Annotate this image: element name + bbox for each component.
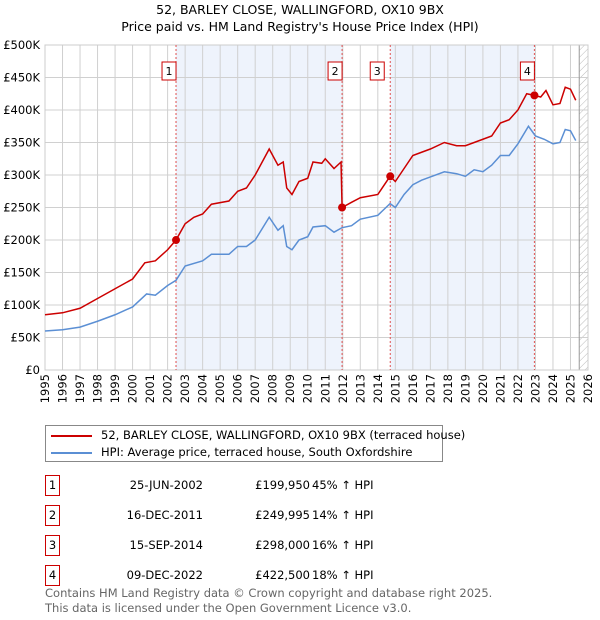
sale-row: 2 16-DEC-2011 £249,995 14% ↑ HPI bbox=[45, 505, 465, 526]
y-tick-label: £400K bbox=[3, 103, 40, 117]
sale-marker-badge: 2 bbox=[45, 505, 60, 526]
x-tick-label: 2003 bbox=[178, 374, 192, 403]
chart-subtitle: Price paid vs. HM Land Registry's House … bbox=[121, 19, 479, 34]
sale-hpi-diff: 16% ↑ HPI bbox=[312, 538, 374, 552]
sale-marker-badge: 3 bbox=[45, 535, 60, 556]
y-tick-label: £500K bbox=[3, 38, 40, 52]
sale-row: 1 25-JUN-2002 £199,950 45% ↑ HPI bbox=[45, 475, 465, 496]
sale-price: £199,950 bbox=[255, 478, 310, 492]
x-tick-label: 2010 bbox=[301, 374, 315, 403]
x-tick-label: 1998 bbox=[91, 374, 105, 403]
x-tick-label: 2026 bbox=[581, 374, 595, 403]
x-tick-label: 2001 bbox=[143, 374, 157, 403]
y-tick-label: £100K bbox=[3, 298, 40, 312]
footer-copyright: Contains HM Land Registry data © Crown c… bbox=[45, 586, 493, 600]
chart-title: 52, BARLEY CLOSE, WALLINGFORD, OX10 9BX bbox=[156, 2, 444, 17]
x-tick-label: 2024 bbox=[546, 374, 560, 403]
sale-hpi-diff: 14% ↑ HPI bbox=[312, 508, 374, 522]
sale-hpi-diff: 18% ↑ HPI bbox=[312, 568, 374, 582]
legend-label: HPI: Average price, terraced house, Sout… bbox=[101, 445, 413, 459]
x-tick-label: 2005 bbox=[213, 374, 227, 403]
plot-border bbox=[44, 44, 589, 371]
sale-label-box bbox=[161, 61, 177, 81]
sale-row: 4 09-DEC-2022 £422,500 18% ↑ HPI bbox=[45, 565, 465, 586]
legend-swatch-red bbox=[51, 435, 92, 437]
y-tick-label: £250K bbox=[3, 201, 40, 215]
sale-price: £298,000 bbox=[255, 538, 310, 552]
x-tick-label: 2014 bbox=[371, 374, 385, 403]
sale-label: 3 bbox=[374, 65, 381, 78]
sale-label: 1 bbox=[166, 65, 173, 78]
sale-date: 09-DEC-2022 bbox=[126, 568, 203, 582]
x-tick-label: 2006 bbox=[231, 374, 245, 403]
y-tick-label: £450K bbox=[3, 71, 40, 85]
sale-label: 2 bbox=[332, 65, 339, 78]
x-tick-label: 2016 bbox=[406, 374, 420, 403]
y-tick-label: £350K bbox=[3, 136, 40, 150]
hpi-line bbox=[44, 124, 577, 332]
legend: 52, BARLEY CLOSE, WALLINGFORD, OX10 9BX … bbox=[45, 425, 465, 462]
sale-point bbox=[530, 91, 539, 100]
legend-swatch-blue bbox=[51, 452, 92, 454]
x-tick-label: 2004 bbox=[196, 374, 210, 403]
x-tick-label: 2025 bbox=[563, 374, 577, 403]
sale-point bbox=[386, 172, 395, 181]
x-tick-label: 2019 bbox=[458, 374, 472, 403]
legend-label: 52, BARLEY CLOSE, WALLINGFORD, OX10 9BX … bbox=[101, 428, 466, 442]
x-tick-label: 2013 bbox=[353, 374, 367, 403]
y-tick-label: £50K bbox=[11, 331, 41, 345]
x-tick-label: 1997 bbox=[73, 374, 87, 403]
x-tick-label: 2002 bbox=[161, 374, 175, 403]
price-chart: 1995 1996 1997 1998 1999 2000 2001 2002 2003 2004… bbox=[3, 38, 595, 403]
sale-point bbox=[338, 203, 347, 212]
y-tick-label: £200K bbox=[3, 233, 40, 247]
sale-label-box bbox=[519, 61, 535, 81]
x-tick-label: 2021 bbox=[493, 374, 507, 403]
x-tick-label: 2011 bbox=[318, 374, 332, 403]
y-tick-label: £300K bbox=[3, 168, 40, 182]
footer-licence: This data is licensed under the Open Gov… bbox=[45, 601, 412, 615]
sale-label: 4 bbox=[524, 65, 531, 78]
x-tick-label: 1996 bbox=[56, 374, 70, 403]
sale-marker-badge: 4 bbox=[45, 565, 60, 586]
sale-label-box bbox=[369, 61, 385, 81]
x-tick-label: 2022 bbox=[511, 374, 525, 403]
sale-date: 25-JUN-2002 bbox=[129, 478, 203, 492]
sale-row: 3 15-SEP-2014 £298,000 16% ↑ HPI bbox=[45, 535, 465, 556]
sale-hpi-diff: 45% ↑ HPI bbox=[312, 478, 374, 492]
sale-price: £422,500 bbox=[255, 568, 310, 582]
x-tick-label: 1995 bbox=[38, 374, 52, 403]
sale-label-box bbox=[327, 61, 343, 81]
property-line bbox=[44, 86, 577, 316]
x-tick-label: 2018 bbox=[441, 374, 455, 403]
sale-date: 16-DEC-2011 bbox=[126, 508, 203, 522]
x-tick-label: 2009 bbox=[283, 374, 297, 403]
sale-date: 15-SEP-2014 bbox=[129, 538, 203, 552]
y-tick-label: £0 bbox=[25, 363, 40, 377]
sale-marker-badge: 1 bbox=[45, 475, 60, 496]
x-tick-label: 2023 bbox=[528, 374, 542, 403]
x-tick-label: 2000 bbox=[126, 374, 140, 403]
x-tick-label: 1999 bbox=[108, 374, 122, 403]
x-tick-label: 2017 bbox=[423, 374, 437, 403]
sale-point bbox=[172, 236, 181, 245]
y-tick-label: £150K bbox=[3, 266, 40, 280]
sale-price: £249,995 bbox=[255, 508, 310, 522]
x-tick-label: 2007 bbox=[248, 374, 262, 403]
x-tick-label: 2008 bbox=[266, 374, 280, 403]
x-tick-label: 2012 bbox=[336, 374, 350, 403]
x-tick-label: 2015 bbox=[388, 374, 402, 403]
x-tick-label: 2020 bbox=[476, 374, 490, 403]
